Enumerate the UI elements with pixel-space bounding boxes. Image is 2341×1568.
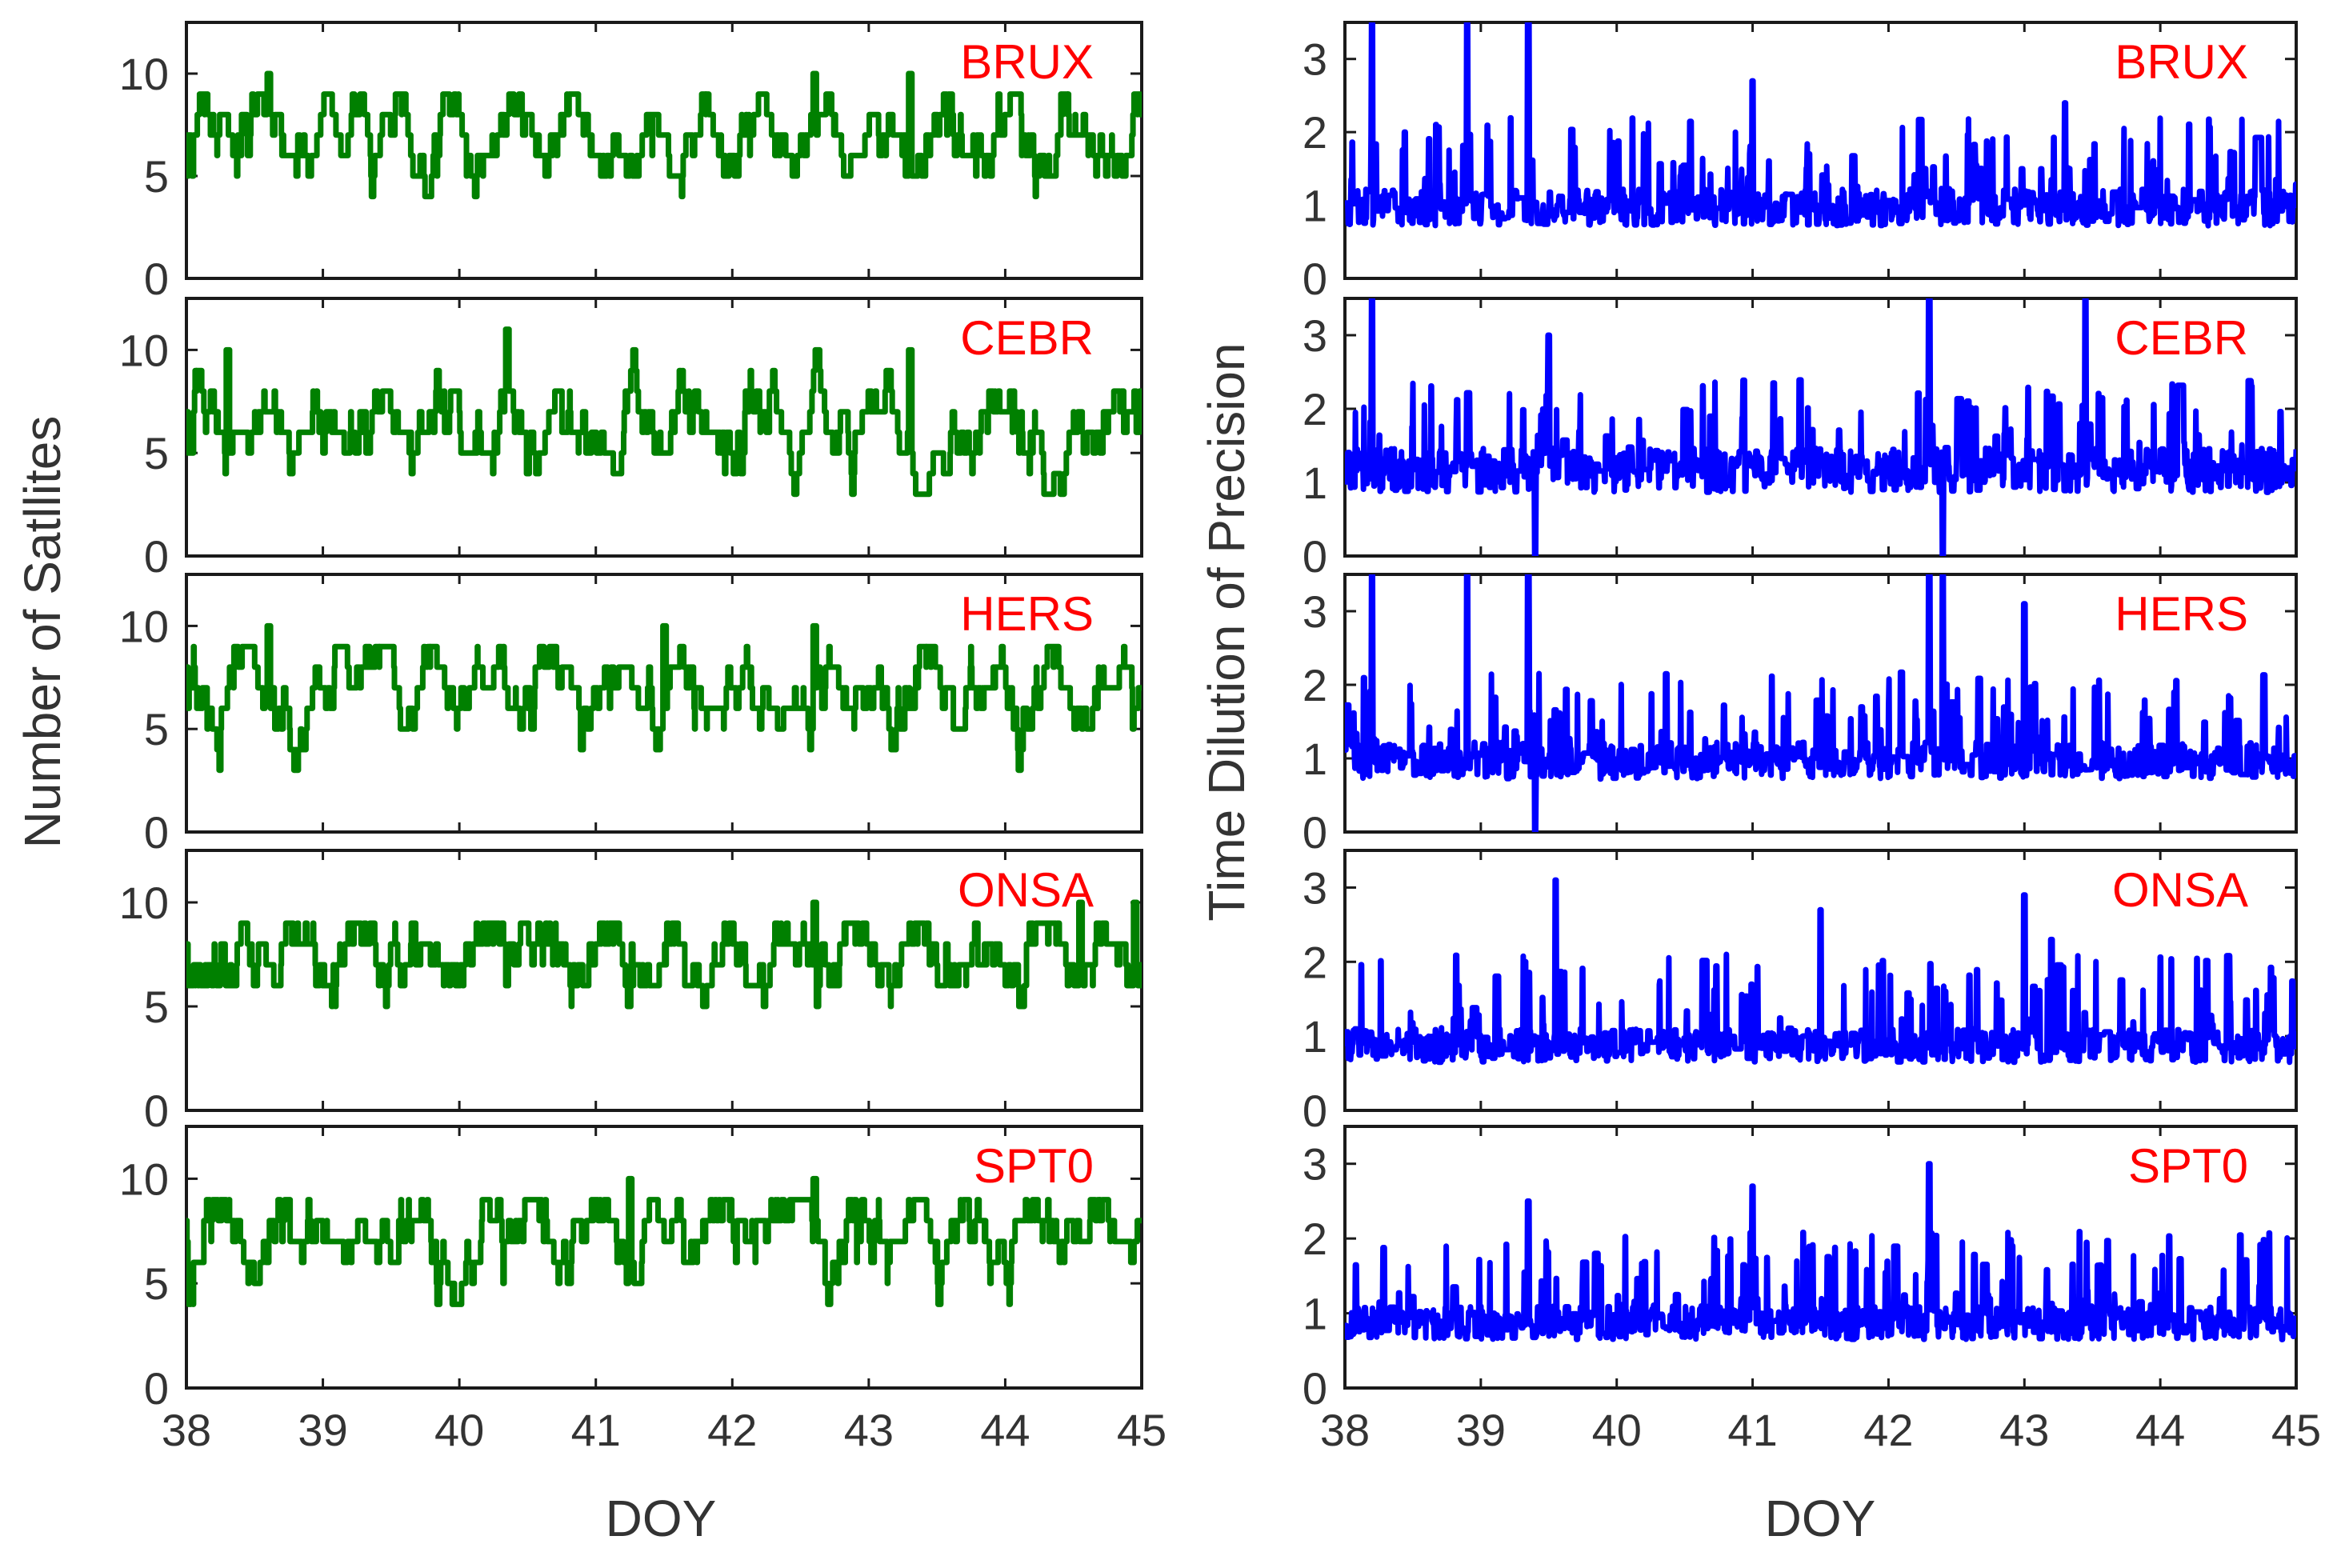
tdop-spt0-ytick-label: 3 [1303, 1139, 1327, 1190]
satellites-hers-series-line [186, 622, 1142, 774]
tdop-cebr-series-line [1345, 298, 2296, 556]
tdop-onsa-ytick-label: 2 [1303, 937, 1327, 987]
tdop-hers-station-label: HERS [2115, 587, 2248, 641]
satellites-brux-ytick-label: 5 [144, 151, 169, 202]
tdop-hers-series-line [1345, 574, 2296, 832]
tdop-spt0-ytick-label: 1 [1303, 1289, 1327, 1339]
satellites-cebr-ytick-label: 0 [144, 531, 169, 582]
tdop-xtick-label: 44 [2135, 1405, 2185, 1455]
tdop-spt0-station-label: SPT0 [2128, 1139, 2248, 1193]
satellites-onsa-ytick-label: 5 [144, 982, 169, 1032]
left-ylabel: Number of Satllites [14, 416, 71, 849]
satellites-spt0-station-label: SPT0 [974, 1139, 1094, 1193]
satellites-brux-ytick-label: 0 [144, 254, 169, 304]
tdop-onsa-station-label: ONSA [2112, 863, 2248, 917]
satellites-xtick-label: 38 [162, 1405, 211, 1455]
satellites-brux-ytick-label: 10 [119, 49, 169, 99]
left-xlabel: DOY [606, 1490, 717, 1547]
tdop-xtick-label: 40 [1592, 1405, 1642, 1455]
satellites-onsa-series-line [186, 899, 1142, 1010]
satellites-xtick-label: 41 [571, 1405, 621, 1455]
tdop-hers-ytick-label: 3 [1303, 586, 1327, 637]
tdop-hers-ytick-label: 1 [1303, 734, 1327, 784]
tdop-cebr-ytick-label: 0 [1303, 531, 1327, 582]
satellites-xtick-label: 43 [844, 1405, 894, 1455]
satellites-cebr-ytick-label: 5 [144, 428, 169, 478]
tdop-cebr-ytick-label: 1 [1303, 458, 1327, 508]
satellites-xtick-label: 44 [980, 1405, 1030, 1455]
tdop-hers-ytick-label: 0 [1303, 807, 1327, 858]
tdop-brux-ytick-label: 2 [1303, 107, 1327, 158]
series-lines [186, 22, 2296, 1342]
right-xlabel: DOY [1765, 1490, 1876, 1547]
satellites-xtick-label: 45 [1117, 1405, 1166, 1455]
tdop-cebr-ytick-label: 2 [1303, 384, 1327, 434]
tdop-spt0-series-line [1345, 1161, 2296, 1342]
tdop-brux-series-line [1345, 22, 2296, 229]
satellites-xtick-label: 40 [434, 1405, 484, 1455]
tdop-xtick-label: 45 [2271, 1405, 2321, 1455]
tdop-cebr-ytick-label: 3 [1303, 310, 1327, 361]
satellites-xtick-label: 42 [707, 1405, 757, 1455]
tdop-cebr-station-label: CEBR [2115, 311, 2248, 365]
satellites-spt0-series-line [186, 1175, 1142, 1307]
satellites-xtick-label: 39 [298, 1405, 347, 1455]
satellites-brux-series-line [186, 70, 1142, 200]
tdop-xtick-label: 41 [1727, 1405, 1777, 1455]
tdop-brux-ytick-label: 3 [1303, 34, 1327, 85]
satellites-onsa-station-label: ONSA [958, 863, 1094, 917]
satellites-hers-ytick-label: 5 [144, 704, 169, 754]
tdop-xtick-label: 42 [1863, 1405, 1913, 1455]
satellites-spt0-ytick-label: 5 [144, 1258, 169, 1309]
satellites-spt0-ytick-label: 0 [144, 1363, 169, 1414]
tdop-spt0-ytick-label: 2 [1303, 1214, 1327, 1264]
satellites-brux-station-label: BRUX [960, 35, 1094, 89]
satellites-cebr-ytick-label: 10 [119, 325, 169, 375]
tdop-hers-ytick-label: 2 [1303, 660, 1327, 710]
tdop-brux-station-label: BRUX [2115, 35, 2248, 89]
satellites-onsa-ytick-label: 10 [119, 878, 169, 928]
tdop-brux-ytick-label: 0 [1303, 254, 1327, 304]
tdop-onsa-ytick-label: 3 [1303, 862, 1327, 913]
satellites-onsa-ytick-label: 0 [144, 1086, 169, 1136]
tdop-xtick-label: 39 [1456, 1405, 1506, 1455]
tdop-onsa-series-line [1345, 877, 2296, 1066]
tdop-onsa-ytick-label: 0 [1303, 1086, 1327, 1136]
satellites-hers-ytick-label: 10 [119, 601, 169, 651]
satellites-hers-ytick-label: 0 [144, 807, 169, 858]
satellites-spt0-ytick-label: 10 [119, 1154, 169, 1204]
tdop-onsa-ytick-label: 1 [1303, 1011, 1327, 1062]
tdop-cebr-axes-box [1343, 297, 2298, 558]
tdop-brux-axes-box [1343, 21, 2298, 280]
satellites-cebr-station-label: CEBR [960, 311, 1094, 365]
tdop-xtick-label: 38 [1320, 1405, 1370, 1455]
satellites-hers-station-label: HERS [960, 587, 1094, 641]
right-ylabel: Time Dilution of Precision [1198, 342, 1255, 921]
tdop-spt0-ytick-label: 0 [1303, 1363, 1327, 1414]
tdop-xtick-label: 43 [1999, 1405, 2049, 1455]
tdop-brux-ytick-label: 1 [1303, 181, 1327, 231]
satellites-cebr-series-line [186, 326, 1142, 498]
satellites-onsa-axes-box [185, 849, 1143, 1112]
